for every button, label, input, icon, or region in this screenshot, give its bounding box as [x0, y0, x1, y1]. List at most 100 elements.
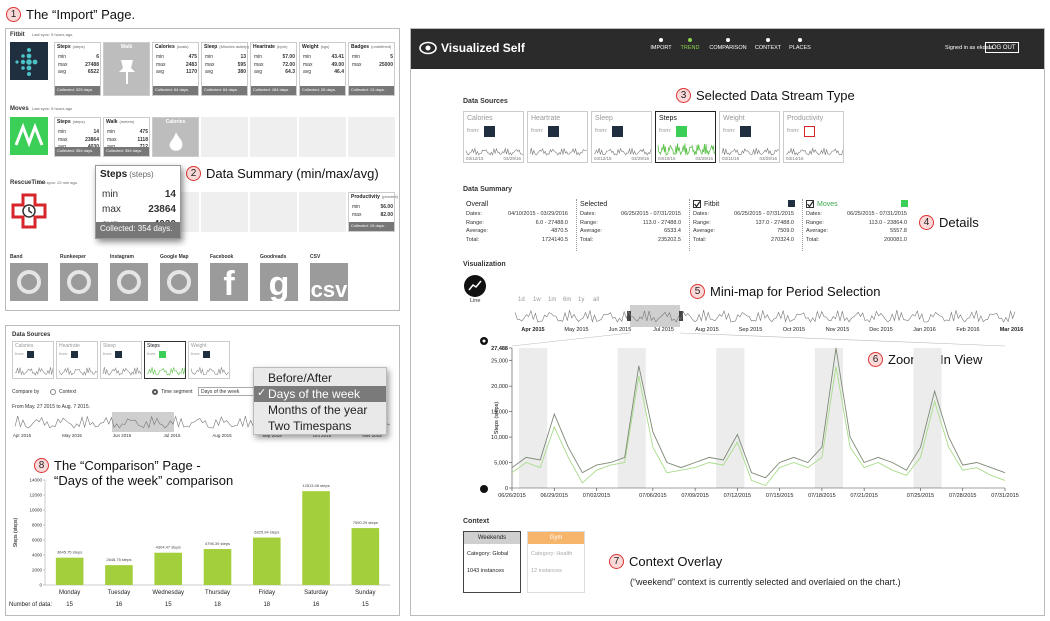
data-card: Steps(steps)min14max23864avg4030Collecte… — [95, 165, 181, 239]
card-row: max 595 — [205, 62, 246, 68]
row-label: min — [352, 204, 361, 210]
source-end: 03/29/16 — [759, 156, 777, 161]
range-button[interactable]: 1w — [533, 297, 541, 303]
nav-dot — [798, 38, 802, 42]
card-footer: Collected: 26 days. — [300, 86, 345, 95]
annotation-text: Selected Data Stream Type — [696, 88, 855, 103]
summary-value: 06/25/2015 - 07/31/2015 — [621, 211, 681, 217]
summary-key: Range: — [466, 219, 484, 226]
source-name: Steps — [147, 343, 160, 349]
source-card[interactable]: Productivity from: 03/14/16 — [783, 111, 844, 163]
check — [694, 201, 701, 208]
nav-item[interactable]: PLACES — [789, 45, 811, 51]
x-tick-label: Wednesday — [152, 590, 184, 596]
source-card[interactable]: Weight from: 03/11/15 03/29/16 — [719, 111, 780, 163]
card-footer: Collected: 64 days. — [202, 86, 247, 95]
range-button[interactable]: 6m — [563, 297, 572, 303]
source-card: Heartrate from: — [56, 341, 98, 379]
checkbox[interactable] — [693, 200, 701, 208]
checkbox[interactable] — [806, 200, 814, 208]
empty-card — [201, 192, 248, 232]
y-tick-label: 8000 — [32, 523, 43, 528]
source-card[interactable]: Heartrate from: — [527, 111, 588, 163]
summary-key: Average: — [806, 228, 828, 234]
bar-value-label: 7590.29 steps — [353, 520, 378, 525]
card-unit: (steps) — [72, 44, 85, 49]
summary-value: 7509.0 — [777, 228, 794, 234]
context-overlay — [716, 348, 745, 488]
sparkline — [58, 366, 98, 377]
sparkline — [593, 147, 652, 156]
card-title: Steps — [57, 44, 71, 50]
radio[interactable] — [152, 389, 158, 395]
range-button[interactable]: all — [593, 297, 600, 303]
bar — [203, 549, 232, 585]
source-card[interactable]: Calories from: 03/12/15 03/29/16 — [463, 111, 524, 163]
source-logo — [612, 126, 623, 137]
bar-value-label: 12513.06 steps — [302, 483, 329, 488]
data-card: Calories (kcals) min 475 max 2483 avg 1170 Colle… — [152, 42, 199, 96]
comparison-minimap: Apr 2015 May 2015 Jun 2015 Jul 2015 Aug 2015… — [13, 412, 391, 438]
card-row: min 56.00 — [352, 205, 393, 210]
service-name: Google Map — [160, 254, 189, 260]
row-label: min — [102, 189, 119, 200]
source-end: 03/29/16 — [503, 156, 521, 161]
sparkline-box — [721, 147, 780, 156]
bar — [55, 557, 84, 585]
card-row: max 23864 — [102, 205, 176, 215]
range-button[interactable]: 1y — [578, 297, 585, 303]
period-text: From May. 27 2015 to Aug. 7 2015. — [12, 404, 91, 410]
row-value: 46.4 — [334, 69, 344, 75]
flame — [169, 132, 183, 151]
range-button[interactable]: 1d — [518, 297, 525, 303]
radio[interactable] — [50, 389, 56, 395]
nav-item[interactable]: COMPARISON — [709, 45, 747, 51]
x-tick-label: 07/28/2015 — [949, 493, 977, 499]
service-name: Runkeeper — [60, 254, 86, 260]
source-name: Sleep — [595, 115, 613, 122]
nav-item[interactable]: TREND — [680, 45, 700, 51]
annotation-badge: 8 — [34, 458, 49, 473]
nav-dot — [766, 38, 770, 42]
logout-button[interactable]: LOG OUT — [985, 42, 1019, 53]
source-card[interactable]: Sleep from: 03/12/15 03/29/16 — [591, 111, 652, 163]
connector — [679, 332, 1006, 347]
nav-item[interactable]: IMPORT — [650, 45, 672, 51]
source-logo — [804, 126, 815, 137]
summary-value: 06/25/2015 - 07/31/2015 — [734, 211, 794, 217]
dropdown-option[interactable]: Months of the year — [254, 402, 386, 418]
data-card: Walk(meters)min475max1118avg712Collected… — [103, 117, 150, 157]
minimap-label: Oct 2015 — [783, 327, 805, 333]
card-row: max 23864 — [58, 137, 99, 143]
context-card[interactable]: Weekends Category: Global 1043 instances — [463, 531, 521, 593]
minimap-label: Jul 2015 — [653, 327, 674, 333]
data-card: Steps(steps)min14max23864avg4030Collecte… — [54, 117, 101, 157]
dropdown-option[interactable]: Before/After — [254, 370, 386, 386]
brand-name: Visualized Self — [441, 41, 525, 55]
data-card: Productivity (percent) min 56.00 max 82.00 Col… — [348, 192, 398, 232]
annotation-badge: 5 — [690, 284, 705, 299]
dropdown-option[interactable]: Two Timespans — [254, 418, 386, 434]
range-button[interactable]: 1m — [548, 297, 557, 303]
summary-key: Total: — [693, 236, 707, 243]
y-tick-label: 12000 — [29, 493, 42, 498]
summary-value: 04/10/2015 - 03/29/2016 — [508, 211, 568, 217]
card-row: avg 6522 — [58, 70, 99, 75]
context-card[interactable]: Gym Category: Health 12 instances — [527, 531, 585, 593]
dropdown-option[interactable]: ✓ Days of the week — [254, 386, 386, 402]
logo-mark — [14, 122, 44, 148]
row-label: max — [352, 61, 362, 68]
y-tick-label: 2000 — [32, 568, 43, 573]
nav-item[interactable]: CONTEXT — [754, 45, 782, 51]
card-row: min 14 — [58, 130, 99, 135]
source-from: from: — [531, 128, 544, 134]
source-card[interactable]: Steps from: 04/10/15 03/29/16 — [655, 111, 716, 163]
row-label: min — [303, 54, 312, 60]
trend-panel — [410, 28, 1045, 616]
nav-dot — [659, 38, 663, 42]
y-tick-label: 20,000 — [491, 384, 508, 390]
row-value: 57.00 — [282, 54, 295, 60]
row-label: avg — [254, 69, 263, 75]
